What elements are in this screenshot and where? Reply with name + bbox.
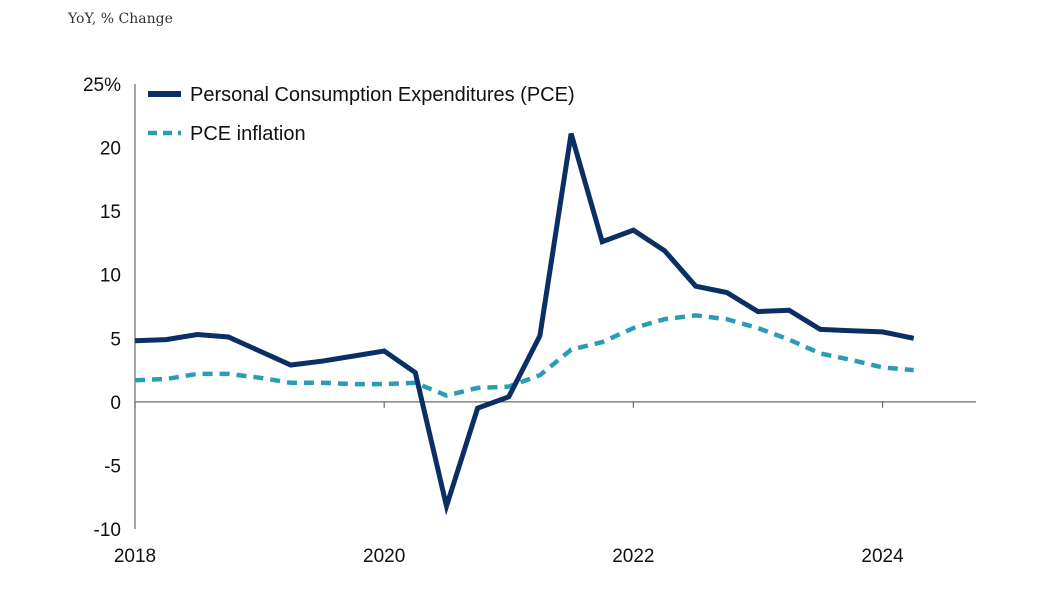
pce-inflation-line [134, 313, 914, 398]
y-tick-label: 0 [110, 393, 121, 414]
x-tick-label: 2024 [861, 546, 904, 567]
pce-line [134, 132, 915, 516]
x-tick-label: 2022 [612, 546, 654, 567]
series-layer [134, 132, 915, 516]
legend: Personal Consumption Expenditures (PCE) P… [148, 84, 575, 145]
legend-label-pce-inflation: PCE inflation [190, 123, 306, 145]
axes-layer: 25% 20 15 10 5 0 -5 -10 2018 2020 2022 2024 [83, 75, 976, 567]
chart-subtitle: YoY, % Change [68, 11, 173, 27]
legend-label-pce: Personal Consumption Expenditures (PCE) [190, 84, 575, 106]
x-tick-label: 2020 [363, 546, 405, 567]
y-tick-label: 10 [100, 266, 121, 287]
y-tick-label: -10 [94, 520, 121, 541]
y-tick-label: 20 [100, 139, 121, 160]
y-tick-label: 5 [110, 329, 121, 350]
y-tick-label: 15 [100, 202, 121, 223]
y-tick-label: 25% [83, 75, 121, 96]
x-tick-label: 2018 [114, 546, 156, 567]
y-tick-label: -5 [104, 456, 121, 477]
